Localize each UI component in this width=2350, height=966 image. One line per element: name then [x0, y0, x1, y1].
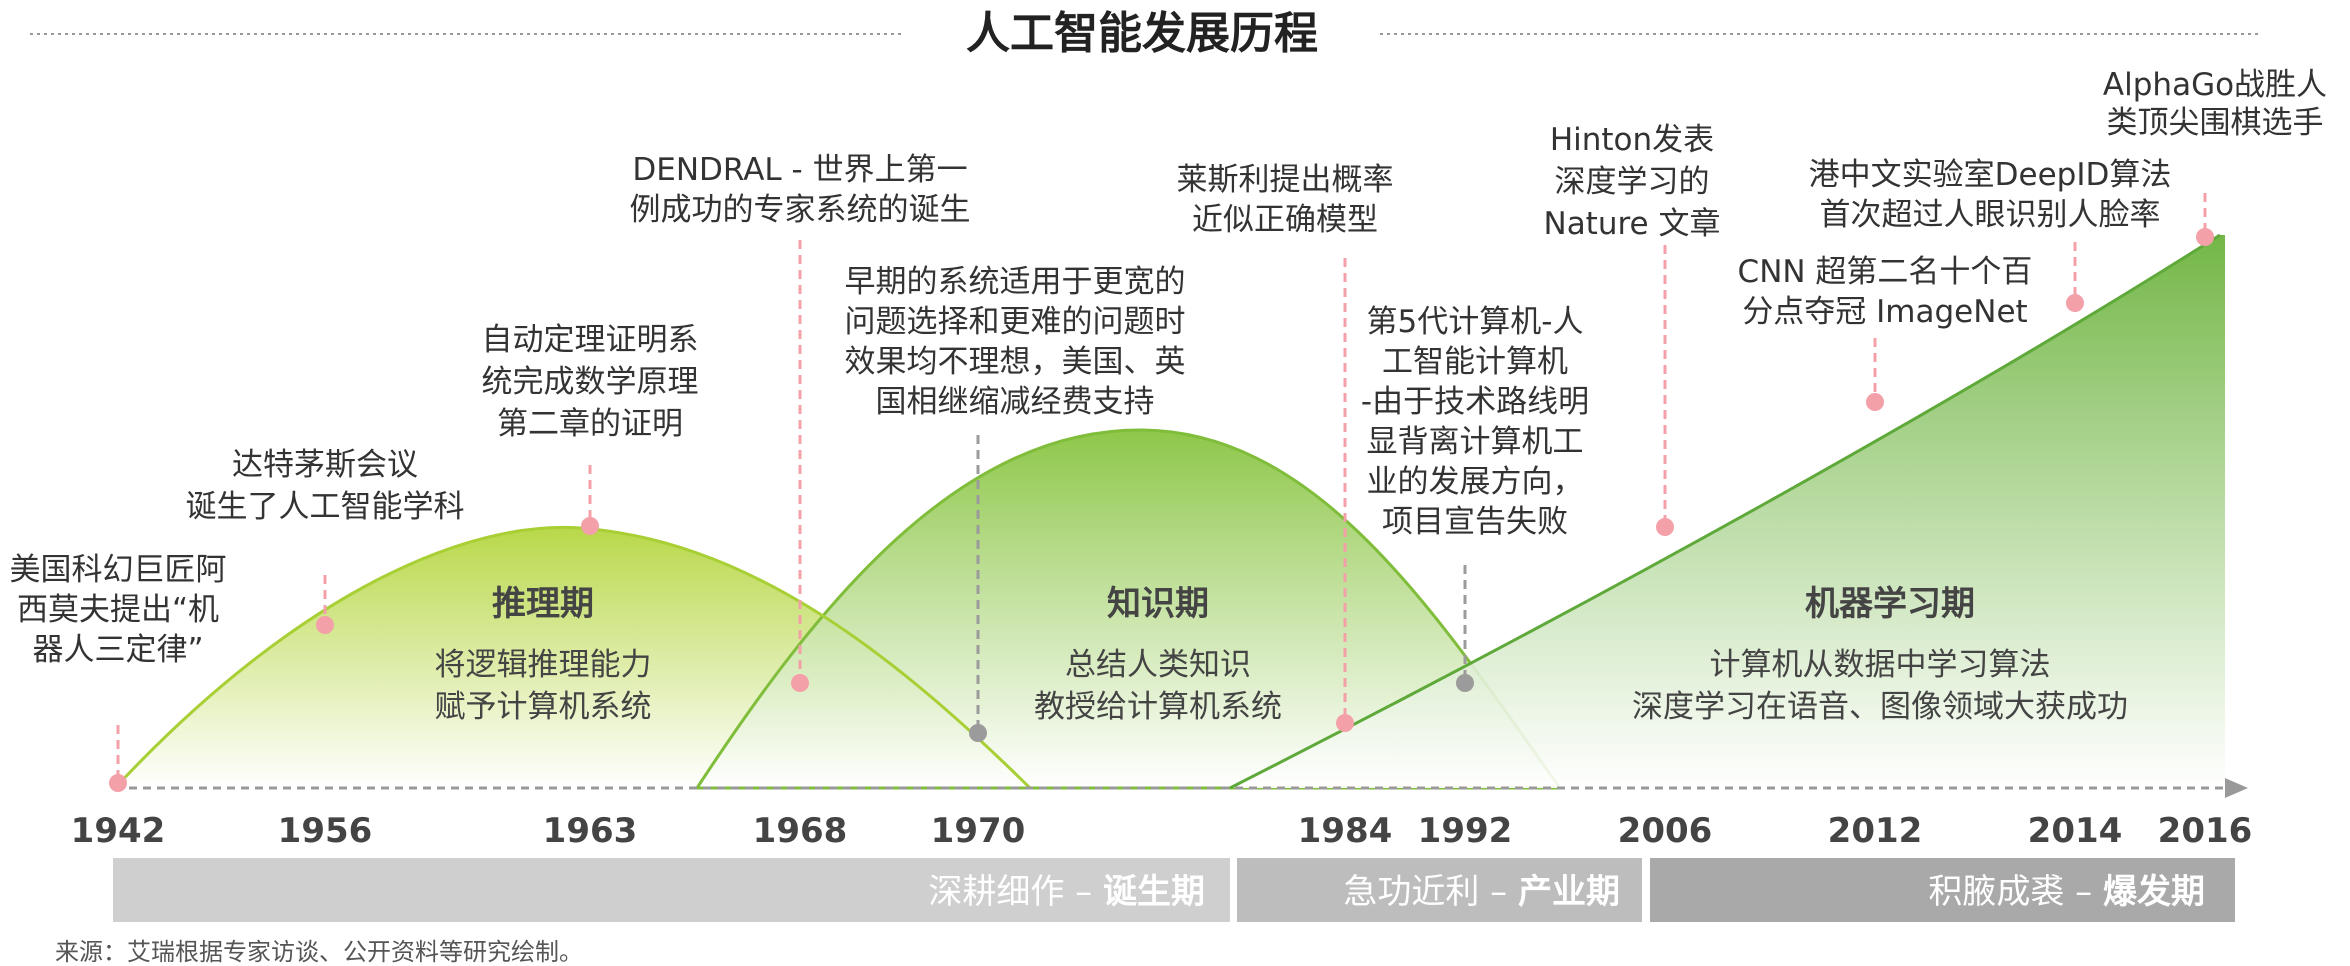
event-text-1970: 早期的系统适用于更宽的问题选择和更难的问题时效果均不理想，美国、英国相继缩减经费…: [845, 264, 1186, 420]
year-label: 1942: [71, 811, 166, 851]
event-text-line: 项目宣告失败: [1382, 504, 1568, 540]
event-text-line: AlphaGo战胜人: [2103, 67, 2327, 103]
event-text-line: Hinton发表: [1550, 122, 1714, 158]
phase-desc-line: 赋予计算机系统: [435, 689, 652, 725]
event-text-line: 深度学习的: [1555, 164, 1710, 200]
milestone-dot: [109, 774, 127, 792]
milestone-dot: [1866, 393, 1884, 411]
phase-name: 机器学习期: [1805, 584, 1975, 624]
milestone-dot: [581, 517, 599, 535]
milestone-dot: [2066, 294, 2084, 312]
event-text-line: 类顶尖围棋选手: [2107, 105, 2324, 141]
phase-desc-line: 深度学习在语音、图像领域大获成功: [1632, 689, 2128, 725]
event-text-line: 达特茅斯会议: [232, 447, 418, 483]
event-text-line: 显背离计算机工: [1367, 424, 1584, 460]
event-text-2014: 港中文实验室DeepID算法首次超过人眼识别人脸率: [1809, 157, 2172, 233]
era-bar-industry: [1237, 858, 1642, 922]
event-text-line: 业的发展方向，: [1367, 464, 1584, 500]
event-text-1984: 莱斯利提出概率近似正确模型: [1177, 162, 1394, 238]
era-label-birth: 深耕细作 – 诞生期: [928, 872, 1205, 912]
event-markers: 美国科幻巨匠阿西莫夫提出“机器人三定律”达特茅斯会议诞生了人工智能学科自动定理证…: [10, 67, 2327, 792]
year-label: 1984: [1298, 811, 1393, 851]
setback-dot: [969, 724, 987, 742]
phase-curve-ml: [1230, 235, 2225, 788]
event-text-line: 工智能计算机: [1382, 344, 1568, 380]
event-text-1992: 第5代计算机-人工智能计算机 -由于技术路线明显背离计算机工业的发展方向， 项目宣告…: [1361, 304, 1589, 540]
event-text-line: 早期的系统适用于更宽的: [845, 264, 1186, 300]
setback-dot: [1456, 674, 1474, 692]
event-text-line: 分点夺冠 ImageNet: [1742, 294, 2027, 330]
event-text-line: DENDRAL - 世界上第一: [632, 152, 967, 188]
event-text-line: 第二章的证明: [497, 406, 683, 442]
era-bar-explosion: [1650, 858, 2235, 922]
phase-name: 推理期: [492, 584, 594, 624]
curve-outline-reasoning: [113, 525, 1032, 790]
year-label: 1992: [1418, 811, 1513, 851]
year-label: 2012: [1828, 811, 1923, 851]
timeline-arrow: [2225, 778, 2248, 798]
event-text-line: 第5代计算机-人: [1367, 304, 1584, 340]
event-text-line: 诞生了人工智能学科: [186, 489, 465, 525]
event-text-line: 问题选择和更难的问题时: [845, 304, 1186, 340]
event-text-line: 西莫夫提出“机: [17, 592, 219, 628]
milestone-dot: [1656, 518, 1674, 536]
event-text-line: 莱斯利提出概率: [1177, 162, 1394, 198]
event-text-1956: 达特茅斯会议诞生了人工智能学科: [186, 447, 465, 525]
event-text-line: 港中文实验室DeepID算法: [1809, 157, 2172, 193]
event-text-line: 效果均不理想，美国、英: [845, 344, 1186, 380]
phase-machine-learning: 机器学习期 计算机从数据中学习算法 深度学习在语音、图像领域大获成功: [1632, 584, 2128, 725]
milestone-dot: [2196, 228, 2214, 246]
event-text-line: 统完成数学原理: [482, 364, 699, 400]
event-text-line: 自动定理证明系: [482, 322, 699, 358]
phase-reasoning: 推理期 将逻辑推理能力 赋予计算机系统: [435, 584, 652, 725]
era-bar-birth: [113, 858, 1230, 922]
event-text-line: 近似正确模型: [1192, 202, 1378, 238]
year-label: 2006: [1618, 811, 1713, 851]
event-text-2012: CNN 超第二名十个百分点夺冠 ImageNet: [1738, 254, 2033, 330]
year-label: 2016: [2158, 811, 2253, 851]
event-text-line: 首次超过人眼识别人脸率: [1820, 197, 2161, 233]
year-label: 1963: [543, 811, 638, 851]
event-text-line: -由于技术路线明: [1361, 384, 1589, 420]
diagram-title: 人工智能发展历程: [966, 8, 1318, 59]
curve-outline-ml: [1229, 233, 2221, 790]
milestone-dot: [791, 674, 809, 692]
event-text-2016: AlphaGo战胜人类顶尖围棋选手: [2103, 67, 2327, 141]
event-text-1942: 美国科幻巨匠阿西莫夫提出“机器人三定律”: [10, 552, 227, 668]
event-text-line: 国相继缩减经费支持: [876, 384, 1155, 420]
phase-desc-line: 计算机从数据中学习算法: [1710, 647, 2051, 683]
year-label: 1956: [278, 811, 373, 851]
event-text-line: 美国科幻巨匠阿: [10, 552, 227, 588]
event-text-2006: Hinton发表深度学习的 Nature 文章: [1544, 122, 1721, 242]
phase-desc-line: 教授给计算机系统: [1034, 689, 1282, 725]
phase-desc-line: 将逻辑推理能力: [435, 647, 652, 683]
year-labels: 1942 1956 1963 1968 1970 1984 1992 2006 2012 2014…: [71, 811, 2253, 851]
event-text-1968: DENDRAL - 世界上第一例成功的专家系统的诞生: [630, 152, 971, 228]
milestone-dot: [316, 616, 334, 634]
phase-name: 知识期: [1107, 584, 1209, 624]
phase-knowledge: 知识期 总结人类知识 教授给计算机系统: [1034, 584, 1282, 725]
event-text-line: 例成功的专家系统的诞生: [630, 192, 971, 228]
year-label: 2014: [2028, 811, 2123, 851]
event-text-1963: 自动定理证明系统完成数学原理第二章的证明: [482, 322, 699, 442]
era-label-industry: 急功近利 – 产业期: [1343, 872, 1620, 912]
milestone-dot: [1336, 714, 1354, 732]
event-text-line: 器人三定律”: [32, 632, 203, 668]
era-label-explosion: 积腋成裘 – 爆发期: [1928, 872, 2205, 912]
source-note: 来源：艾瑞根据专家访谈、公开资料等研究绘制。: [55, 938, 583, 966]
event-text-line: Nature 文章: [1544, 206, 1721, 242]
phase-desc-line: 总结人类知识: [1065, 647, 1251, 683]
year-label: 1968: [753, 811, 848, 851]
event-text-line: CNN 超第二名十个百: [1738, 254, 2033, 290]
year-label: 1970: [931, 811, 1026, 851]
